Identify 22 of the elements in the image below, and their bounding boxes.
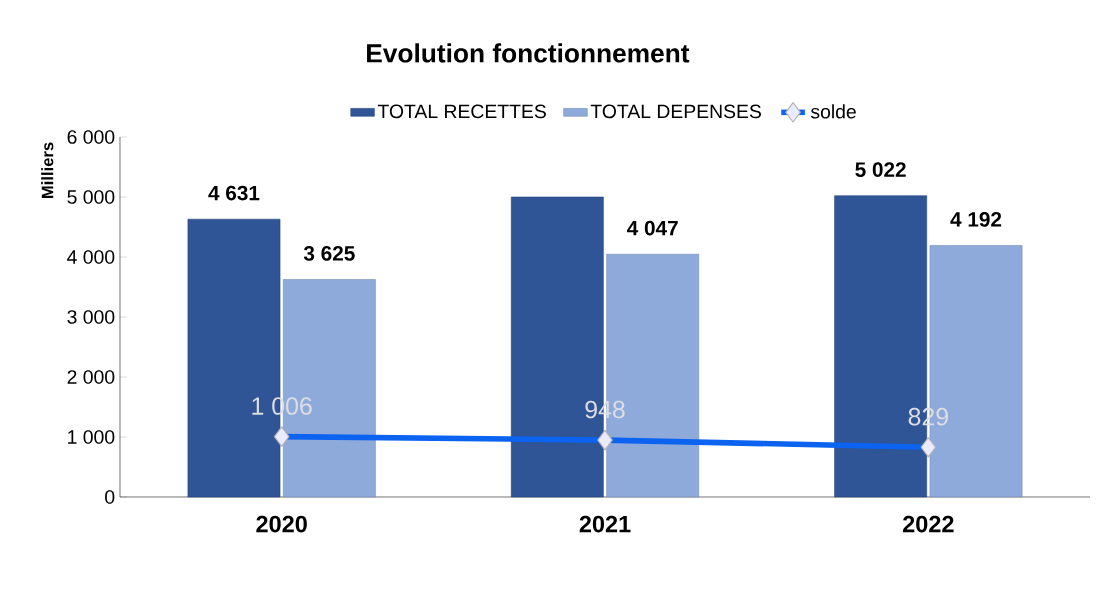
y-tick-label: 3 000 xyxy=(67,310,115,324)
x-tick-label: 2020 xyxy=(256,515,307,533)
legend-label: solde xyxy=(810,104,856,119)
x-tick-label: 2021 xyxy=(579,515,631,533)
y-tick-label: 6 000 xyxy=(67,130,115,144)
data-label: 829 xyxy=(908,407,948,426)
data-label: 4 631 xyxy=(208,185,260,201)
y-tick-label: 0 xyxy=(105,490,115,504)
y-tick-label: 1 000 xyxy=(68,430,115,444)
data-label: 5 022 xyxy=(855,162,906,177)
data-label: 4 192 xyxy=(950,212,1002,227)
data-label: 4 047 xyxy=(627,220,678,236)
data-label: 948 xyxy=(585,400,625,419)
y-axis-title: Milliers xyxy=(41,142,54,198)
y-tick-label: 4 000 xyxy=(67,250,115,264)
legend-label: TOTAL RECETTES xyxy=(377,104,546,119)
legend-label: TOTAL DEPENSES xyxy=(590,104,761,119)
x-tick-label: 2022 xyxy=(903,515,954,533)
y-tick-label: 5 000 xyxy=(67,190,115,204)
chart-title: Evolution fonctionnement xyxy=(367,43,690,63)
y-tick-label: 2 000 xyxy=(67,370,115,384)
data-label: 3 625 xyxy=(303,246,355,261)
